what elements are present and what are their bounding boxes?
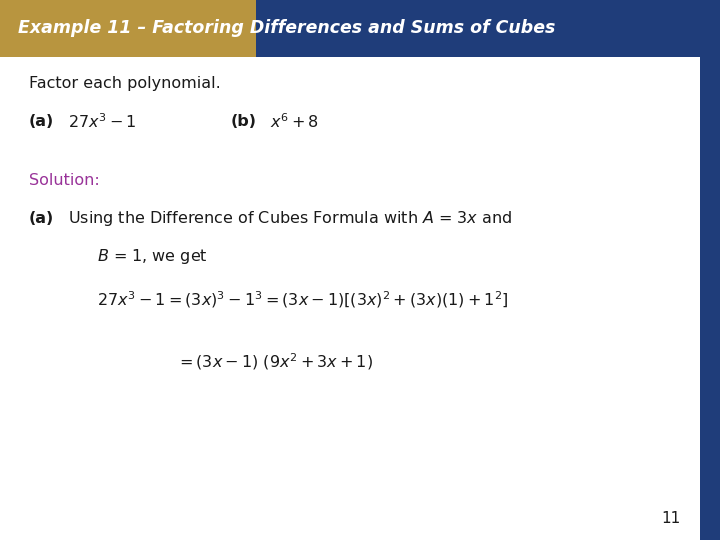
Text: $= (3x - 1)\ (9x^2 + 3x + 1)$: $= (3x - 1)\ (9x^2 + 3x + 1)$ — [176, 352, 374, 372]
Bar — [256, 0, 720, 57]
Text: (a): (a) — [29, 211, 54, 226]
Text: Using the Difference of Cubes Formula with $A$ = 3$x$ and: Using the Difference of Cubes Formula wi… — [68, 209, 513, 228]
Bar — [700, 0, 720, 540]
Text: Factor each polynomial.: Factor each polynomial. — [29, 76, 220, 91]
Bar — [0, 0, 256, 57]
Text: $x^6 + 8$: $x^6 + 8$ — [270, 112, 319, 131]
Bar — [0, 57, 700, 540]
Text: (b): (b) — [230, 114, 256, 129]
Text: Example 11 – Factoring Differences and Sums of Cubes: Example 11 – Factoring Differences and S… — [18, 19, 555, 37]
Text: $B$ = 1, we get: $B$ = 1, we get — [97, 247, 208, 266]
Text: $27x^3 - 1 = (3x)^3 - 1^3 = (3x - 1)[(3x)^2 + (3x)(1) + 1^2]$: $27x^3 - 1 = (3x)^3 - 1^3 = (3x - 1)[(3x… — [97, 289, 509, 310]
Text: Solution:: Solution: — [29, 173, 99, 188]
Text: $27x^3 - 1$: $27x^3 - 1$ — [68, 112, 137, 131]
Text: 11: 11 — [661, 511, 680, 526]
Text: (a): (a) — [29, 114, 54, 129]
